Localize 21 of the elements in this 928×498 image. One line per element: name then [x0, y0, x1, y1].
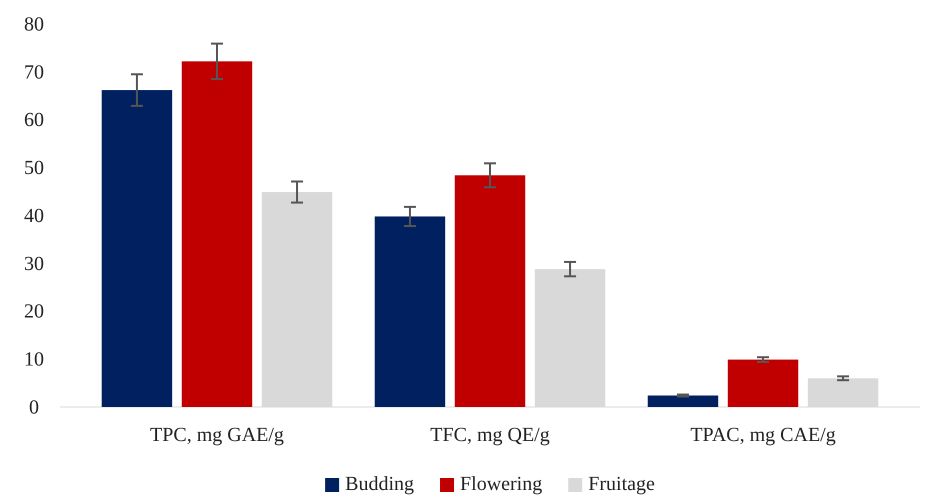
x-tick-label: TPC, mg GAE/g: [150, 424, 284, 446]
x-tick-label: TFC, mg QE/g: [430, 424, 550, 446]
legend-label: Budding: [345, 473, 414, 495]
bar: [374, 216, 446, 407]
bar: [182, 61, 252, 407]
bar: [728, 360, 798, 407]
bar: [648, 396, 718, 407]
y-tick-label: 40: [24, 204, 44, 227]
y-tick-label: 0: [29, 396, 39, 418]
y-tick-label: 50: [24, 157, 44, 180]
legend-label: Fruitage: [588, 473, 656, 495]
y-tick-label: 20: [24, 300, 44, 323]
x-tick-label: TPAC, mg CAE/g: [690, 424, 836, 446]
y-tick-label: 80: [24, 13, 44, 36]
bar: [454, 175, 526, 407]
legend-label: Flowering: [460, 473, 542, 495]
y-tick-label: 60: [24, 109, 44, 132]
y-tick-label: 30: [24, 252, 44, 275]
y-tick-label: 10: [24, 348, 44, 371]
y-tick-label: 70: [24, 61, 44, 84]
bar: [102, 90, 172, 407]
